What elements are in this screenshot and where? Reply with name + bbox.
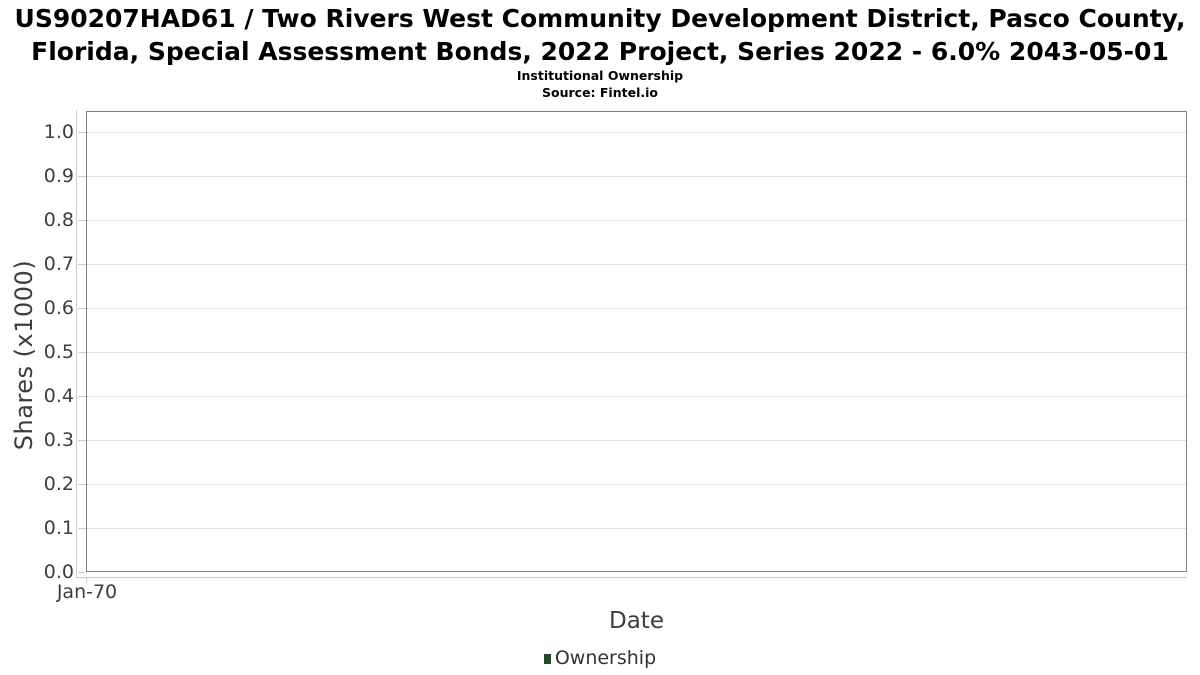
y-tick xyxy=(78,352,86,353)
y-tick-label: 1.0 xyxy=(43,121,74,143)
gridline xyxy=(87,396,1186,397)
y-tick-label: 0.1 xyxy=(43,517,74,539)
gridline xyxy=(87,484,1186,485)
plot-rect xyxy=(86,111,1187,572)
y-tick-label: 0.5 xyxy=(43,341,74,363)
y-tick xyxy=(78,572,86,573)
y-tick-label: 0.6 xyxy=(43,297,74,319)
y-tick xyxy=(78,308,86,309)
x-axis-title: Date xyxy=(609,608,664,634)
gridline xyxy=(87,440,1186,441)
legend-item-ownership[interactable]: Ownership xyxy=(543,646,657,670)
gridline xyxy=(87,308,1186,309)
chart-title: US90207HAD61 / Two Rivers West Community… xyxy=(14,4,1186,66)
y-tick-label: 0.4 xyxy=(43,385,74,407)
y-tick xyxy=(78,132,86,133)
y-tick xyxy=(78,220,86,221)
gridline xyxy=(87,220,1186,221)
gridline xyxy=(87,176,1186,177)
y-tick-label: 0.3 xyxy=(43,429,74,451)
x-axis-line xyxy=(76,577,1187,578)
legend: Ownership xyxy=(0,646,1200,670)
y-tick-label: 0.0 xyxy=(43,561,74,583)
legend-label-ownership: Ownership xyxy=(554,647,657,669)
y-tick xyxy=(78,264,86,265)
x-tick-label: Jan-70 xyxy=(56,581,118,603)
y-tick xyxy=(78,176,86,177)
gridline xyxy=(87,264,1186,265)
y-tick-label: 0.7 xyxy=(43,253,74,275)
y-tick xyxy=(78,528,86,529)
y-tick xyxy=(78,484,86,485)
y-axis-line xyxy=(76,110,77,578)
gridline xyxy=(87,132,1186,133)
chart-subtitle: Institutional Ownership xyxy=(516,68,684,83)
gridline xyxy=(87,528,1186,529)
y-tick xyxy=(78,440,86,441)
x-tick xyxy=(86,577,87,583)
legend-marker-ownership xyxy=(543,653,551,664)
gridline xyxy=(87,352,1186,353)
y-tick-label: 0.8 xyxy=(43,209,74,231)
y-tick-label: 0.9 xyxy=(43,165,74,187)
chart-source-label: Source: Fintel.io xyxy=(542,85,658,100)
y-tick xyxy=(78,396,86,397)
y-tick-label: 0.2 xyxy=(43,473,74,495)
